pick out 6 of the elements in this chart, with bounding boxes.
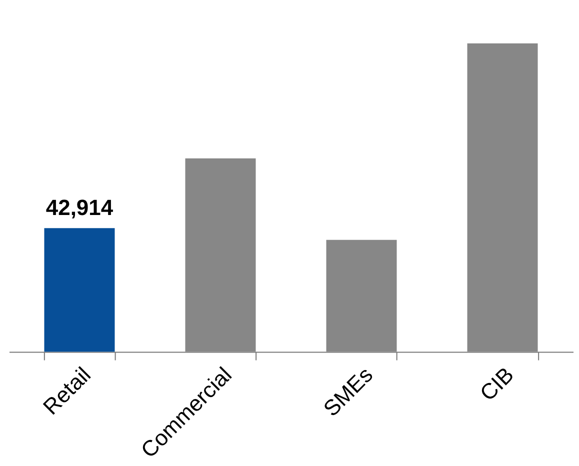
x-tick-label: CIB: [474, 362, 519, 406]
bar: [44, 228, 115, 352]
bar: [467, 43, 538, 352]
data-label: 42,914: [46, 195, 114, 220]
bar: [185, 158, 256, 352]
bar: [326, 240, 397, 352]
